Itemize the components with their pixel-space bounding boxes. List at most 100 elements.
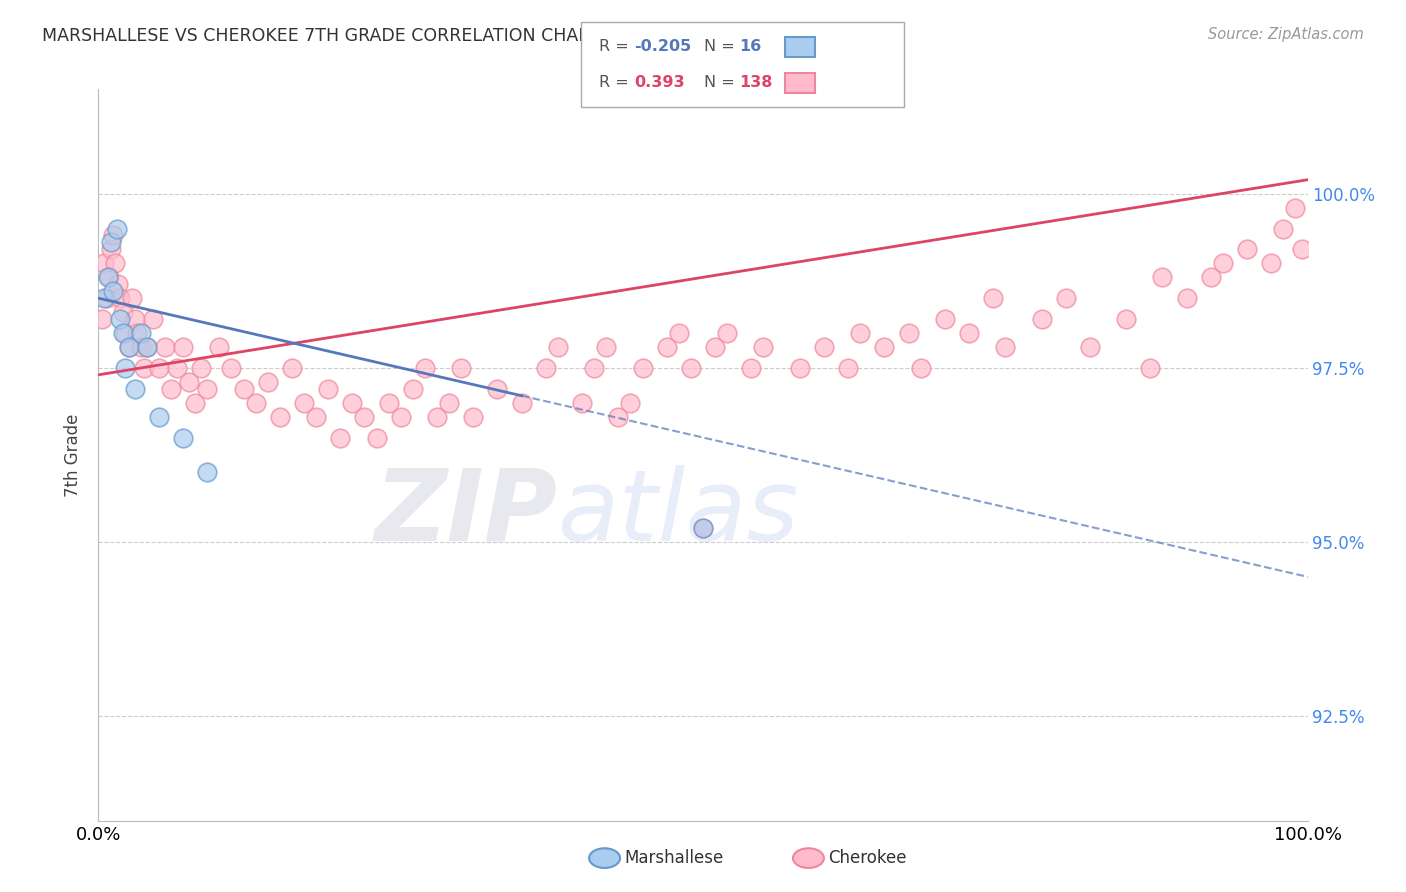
Point [1272, 221, 1295, 235]
Point [377, 395, 399, 409]
Point [107, 277, 129, 292]
Point [607, 409, 630, 424]
Point [121, 291, 143, 305]
Point [716, 326, 738, 340]
Point [1175, 291, 1198, 305]
Point [195, 466, 218, 480]
Point [114, 360, 136, 375]
Point [837, 360, 859, 375]
Point [813, 340, 835, 354]
Point [402, 382, 425, 396]
Point [166, 360, 188, 375]
Point [190, 360, 212, 375]
Point [127, 326, 149, 340]
Point [1152, 270, 1174, 285]
Point [93, 291, 115, 305]
Point [101, 284, 124, 298]
Point [97, 270, 120, 285]
Point [413, 360, 436, 375]
Point [129, 340, 152, 354]
Point [179, 375, 201, 389]
Point [1199, 270, 1222, 285]
Point [153, 340, 176, 354]
Text: 0.393: 0.393 [634, 75, 685, 89]
Point [195, 382, 218, 396]
Point [1291, 243, 1313, 257]
Text: N =: N = [704, 39, 741, 54]
Text: R =: R = [599, 39, 634, 54]
Point [463, 409, 485, 424]
Text: Cherokee: Cherokee [828, 849, 907, 867]
Point [366, 430, 388, 444]
Point [789, 360, 811, 375]
Point [160, 382, 183, 396]
Point [655, 340, 678, 354]
Point [571, 395, 593, 409]
Point [704, 340, 727, 354]
Point [910, 360, 932, 375]
Point [114, 326, 136, 340]
Point [692, 521, 714, 535]
Point [679, 360, 702, 375]
Point [256, 375, 278, 389]
Point [1212, 256, 1234, 270]
Point [595, 340, 617, 354]
Point [93, 256, 115, 270]
Point [129, 326, 152, 340]
Point [91, 312, 114, 326]
Point [135, 340, 157, 354]
Point [957, 326, 980, 340]
Point [232, 382, 254, 396]
Point [98, 270, 121, 285]
Point [172, 340, 194, 354]
Point [981, 291, 1004, 305]
Point [342, 395, 364, 409]
Text: ZIP: ZIP [375, 465, 558, 562]
Point [124, 382, 146, 396]
Point [105, 221, 128, 235]
Text: -0.205: -0.205 [634, 39, 692, 54]
Point [426, 409, 449, 424]
Text: Source: ZipAtlas.com: Source: ZipAtlas.com [1208, 27, 1364, 42]
Point [135, 340, 157, 354]
Point [148, 409, 170, 424]
Point [619, 395, 641, 409]
Point [111, 326, 134, 340]
Point [100, 235, 122, 250]
Point [118, 340, 141, 354]
Point [142, 312, 165, 326]
Point [934, 312, 956, 326]
Point [329, 430, 352, 444]
Point [118, 340, 141, 354]
Point [172, 430, 194, 444]
Point [740, 360, 762, 375]
Point [292, 395, 315, 409]
Text: atlas: atlas [558, 465, 800, 562]
Point [96, 291, 118, 305]
Point [1139, 360, 1161, 375]
Text: 16: 16 [740, 39, 762, 54]
Point [1115, 312, 1137, 326]
Point [1078, 340, 1101, 354]
Point [752, 340, 775, 354]
Point [134, 360, 156, 375]
Point [221, 360, 243, 375]
Point [583, 360, 606, 375]
Point [486, 382, 509, 396]
Point [104, 256, 127, 270]
Point [184, 395, 207, 409]
Point [100, 243, 122, 257]
Point [547, 340, 569, 354]
Point [437, 395, 460, 409]
Point [1236, 243, 1258, 257]
Text: R =: R = [599, 75, 634, 89]
Point [208, 340, 231, 354]
Text: Marshallese: Marshallese [624, 849, 724, 867]
Point [534, 360, 557, 375]
Point [389, 409, 412, 424]
Point [108, 291, 131, 305]
Point [873, 340, 896, 354]
Y-axis label: 7th Grade: 7th Grade [65, 413, 83, 497]
Point [1054, 291, 1077, 305]
Point [692, 521, 714, 535]
